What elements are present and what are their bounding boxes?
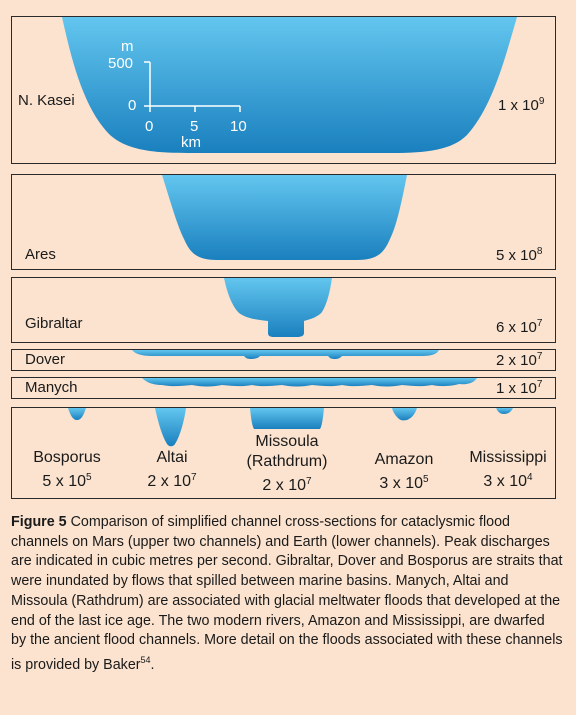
ares-channel-shape <box>162 175 407 260</box>
caption-text: Comparison of simplified channel cross-s… <box>11 514 563 673</box>
panel-earth-channels: Bosporus 5 x 105 Altai 2 x 107 Missoula … <box>11 407 556 499</box>
gibraltar-channel-shape <box>224 278 332 337</box>
panel-ares: Ares 5 x 108 <box>11 174 556 270</box>
scale-y-500: 500 <box>108 55 134 72</box>
scale-axes <box>144 61 241 112</box>
earth-label-missoula: Missoula (Rathdrum) 2 x 107 <box>246 433 328 494</box>
scale-x-0: 0 <box>145 118 154 135</box>
earth-label-altai: Altai 2 x 107 <box>147 449 197 490</box>
panel-label-manych: Manych <box>25 379 78 396</box>
panel-manych: Manych 1 x 107 <box>11 377 556 399</box>
panel-gibraltar: Gibraltar 6 x 107 <box>11 277 556 343</box>
dover-channel-shape <box>132 350 439 360</box>
earth-label-mississippi: Mississippi 3 x 104 <box>469 449 547 490</box>
discharge-manych: 1 x 107 <box>496 379 543 397</box>
scale-y-0: 0 <box>128 97 137 114</box>
discharge-gibraltar: 6 x 107 <box>496 318 543 336</box>
earth-channel-shapes <box>68 408 513 447</box>
earth-label-bosporus: Bosporus 5 x 105 <box>33 449 101 490</box>
scale-unit-m: m <box>121 38 134 55</box>
scale-x-10: 10 <box>230 118 247 135</box>
discharge-ares: 5 x 108 <box>496 246 543 264</box>
panel-label-dover: Dover <box>25 351 66 368</box>
panel-label-ares: Ares <box>25 246 56 263</box>
figure-caption: Figure 5 Comparison of simplified channe… <box>11 514 563 673</box>
earth-label-amazon: Amazon 3 x 105 <box>374 451 434 492</box>
caption-label: Figure 5 <box>11 514 67 530</box>
panel-label-kasei: N. Kasei <box>18 92 75 109</box>
manych-channel-shape <box>142 378 477 387</box>
panel-dover: Dover 2 x 107 <box>11 349 556 371</box>
scale-x-5: 5 <box>190 118 199 135</box>
discharge-dover: 2 x 107 <box>496 351 543 369</box>
panel-label-gibraltar: Gibraltar <box>25 315 83 332</box>
scale-unit-km: km <box>181 134 201 151</box>
amazon-channel-shape <box>392 408 417 421</box>
discharge-kasei: 1 x 109 <box>498 96 545 114</box>
kasei-channel-shape <box>62 17 517 153</box>
mississippi-channel-shape <box>496 408 513 414</box>
panel-kasei: m 500 0 0 5 10 km N. Kasei 1 x 109 <box>11 16 556 164</box>
bosporus-channel-shape <box>68 408 86 420</box>
missoula-channel-shape <box>250 408 324 429</box>
altai-channel-shape <box>155 408 186 447</box>
caption-reference: 54 <box>140 654 151 665</box>
